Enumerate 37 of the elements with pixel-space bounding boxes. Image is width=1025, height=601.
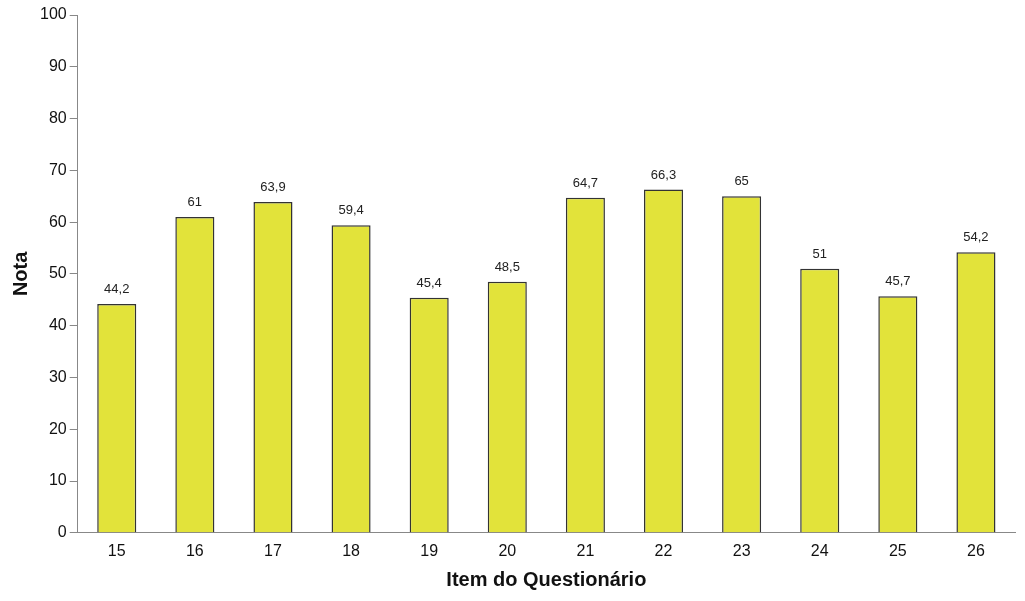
y-tick-label: 60	[48, 212, 67, 230]
data-label: 54,2	[963, 229, 989, 245]
y-tick-label: 20	[48, 419, 67, 437]
data-label: 65	[734, 173, 749, 189]
data-label: 48,5	[494, 258, 520, 274]
x-tick-label: 23	[732, 541, 751, 559]
y-tick-label: 90	[48, 57, 67, 75]
y-tick-label: 10	[48, 471, 67, 489]
x-tick-label: 22	[654, 541, 673, 559]
data-label: 59,4	[338, 202, 364, 218]
y-tick-label: 100	[39, 5, 67, 23]
data-label: 45,7	[885, 273, 911, 289]
y-tick-label: 40	[48, 316, 67, 334]
x-tick-label: 19	[420, 541, 439, 559]
y-tick-label: 0	[57, 523, 67, 541]
y-tick-label: 70	[48, 160, 67, 178]
data-label: 66,3	[650, 166, 677, 182]
x-tick-label: 15	[107, 541, 126, 559]
x-axis-title: Item do Questionário	[446, 567, 647, 590]
y-tick-label: 50	[48, 264, 67, 282]
x-tick-label: 26	[967, 541, 985, 559]
data-label: 45,4	[416, 274, 442, 290]
x-tick-label: 20	[498, 541, 517, 559]
x-tick-label: 24	[810, 541, 829, 559]
y-axis-title: Nota	[8, 250, 31, 297]
data-label: 51	[812, 245, 827, 261]
x-tick-label: 18	[342, 541, 361, 559]
x-tick-label: 25	[888, 541, 907, 559]
data-label: 61	[187, 194, 203, 210]
x-tick-label: 17	[264, 541, 282, 559]
x-tick-label: 16	[185, 541, 204, 559]
y-tick-label: 80	[48, 108, 67, 126]
data-label: 63,9	[260, 179, 286, 194]
data-label: 44,2	[104, 281, 130, 297]
data-label: 64,7	[572, 174, 599, 190]
x-tick-label: 21	[576, 541, 595, 559]
y-tick-label: 30	[48, 367, 67, 385]
